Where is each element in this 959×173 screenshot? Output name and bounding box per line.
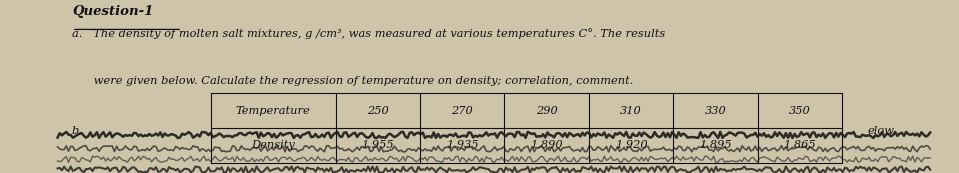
Text: elow.: elow. bbox=[868, 126, 898, 136]
Text: 250: 250 bbox=[367, 106, 388, 116]
Text: a.   The density of molten salt mixtures, g /cm³, was measured at various temper: a. The density of molten salt mixtures, … bbox=[72, 28, 666, 39]
Text: Density: Density bbox=[251, 140, 295, 150]
Text: 1.955: 1.955 bbox=[362, 140, 394, 150]
Text: 1.865: 1.865 bbox=[784, 140, 816, 150]
Text: 310: 310 bbox=[620, 106, 642, 116]
Text: Question-1: Question-1 bbox=[72, 5, 153, 18]
Text: 290: 290 bbox=[536, 106, 557, 116]
Text: were given below. Calculate the regression of temperature on density; correlatio: were given below. Calculate the regressi… bbox=[72, 76, 633, 86]
Text: 1.890: 1.890 bbox=[530, 140, 563, 150]
Text: 330: 330 bbox=[705, 106, 726, 116]
Text: 1.935: 1.935 bbox=[446, 140, 479, 150]
Text: 270: 270 bbox=[452, 106, 473, 116]
Text: Temperature: Temperature bbox=[236, 106, 311, 116]
Text: 1.920: 1.920 bbox=[615, 140, 647, 150]
Text: 350: 350 bbox=[789, 106, 810, 116]
Text: 1.895: 1.895 bbox=[699, 140, 732, 150]
Text: b.: b. bbox=[72, 126, 82, 136]
